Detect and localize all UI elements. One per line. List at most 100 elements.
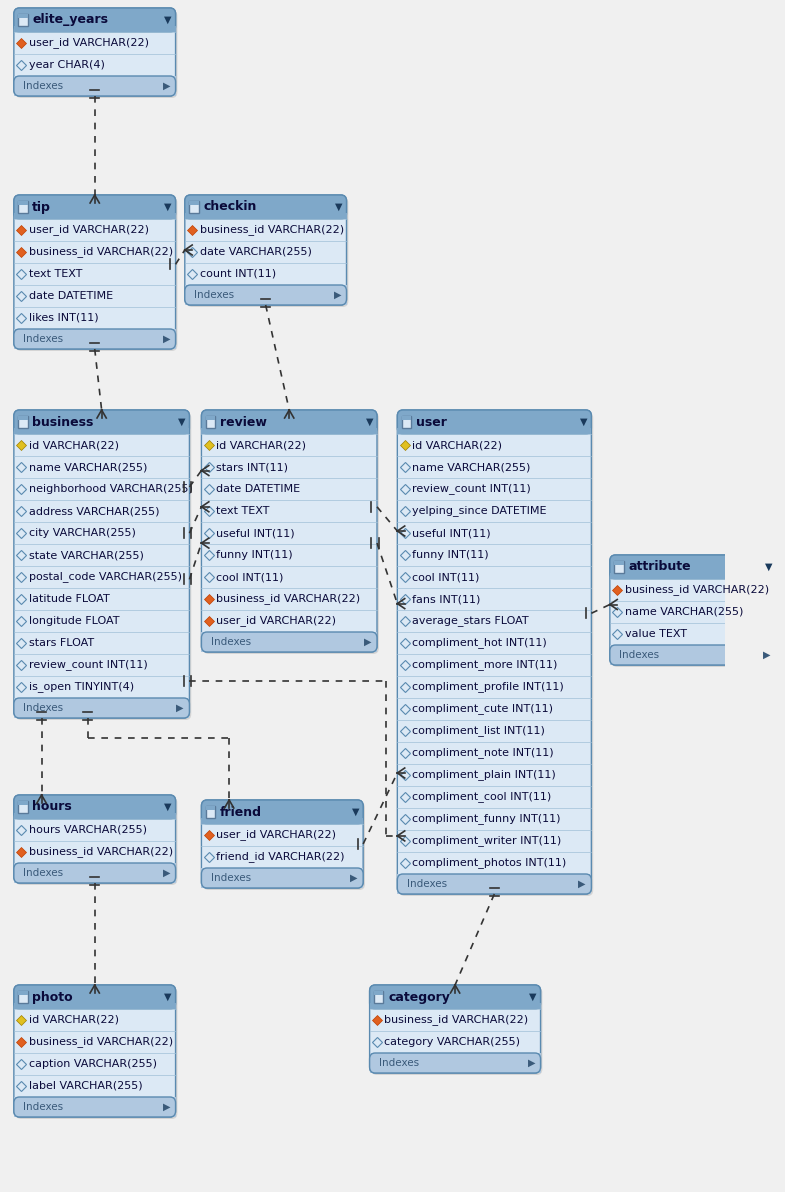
FancyBboxPatch shape xyxy=(14,985,176,1117)
Bar xyxy=(14,1002,176,1008)
Text: Indexes: Indexes xyxy=(23,1101,64,1112)
FancyBboxPatch shape xyxy=(397,874,591,894)
Bar xyxy=(189,201,199,213)
Text: stars INT(11): stars INT(11) xyxy=(216,462,288,472)
Bar xyxy=(402,416,411,428)
Text: date DATETIME: date DATETIME xyxy=(28,291,113,302)
Text: longitude FLOAT: longitude FLOAT xyxy=(28,616,119,626)
Text: cool INT(11): cool INT(11) xyxy=(216,572,283,582)
Text: compliment_photos INT(11): compliment_photos INT(11) xyxy=(412,857,566,869)
FancyBboxPatch shape xyxy=(202,800,363,888)
Text: name VARCHAR(255): name VARCHAR(255) xyxy=(625,607,743,617)
Text: funny INT(11): funny INT(11) xyxy=(412,550,489,560)
Text: compliment_profile INT(11): compliment_profile INT(11) xyxy=(412,682,564,693)
Bar xyxy=(189,201,199,205)
Bar xyxy=(206,416,215,420)
Text: id VARCHAR(22): id VARCHAR(22) xyxy=(216,440,306,451)
FancyBboxPatch shape xyxy=(202,410,377,652)
Text: business_id VARCHAR(22): business_id VARCHAR(22) xyxy=(625,584,769,596)
FancyBboxPatch shape xyxy=(16,10,177,98)
Text: average_stars FLOAT: average_stars FLOAT xyxy=(412,615,529,627)
Bar xyxy=(19,416,27,420)
Text: ▶: ▶ xyxy=(334,290,341,300)
Text: name VARCHAR(255): name VARCHAR(255) xyxy=(28,462,147,472)
Text: latitude FLOAT: latitude FLOAT xyxy=(28,594,109,604)
Text: review_count INT(11): review_count INT(11) xyxy=(412,484,531,495)
Text: compliment_more INT(11): compliment_more INT(11) xyxy=(412,659,557,670)
FancyBboxPatch shape xyxy=(371,987,542,1075)
Text: useful INT(11): useful INT(11) xyxy=(412,528,491,538)
FancyBboxPatch shape xyxy=(370,985,541,1073)
FancyBboxPatch shape xyxy=(14,795,176,819)
Text: ▶: ▶ xyxy=(177,703,184,713)
Text: stars FLOAT: stars FLOAT xyxy=(28,638,93,648)
Text: review: review xyxy=(220,416,267,428)
Text: friend: friend xyxy=(220,806,262,819)
Text: photo: photo xyxy=(32,991,73,1004)
Bar xyxy=(14,213,176,219)
FancyBboxPatch shape xyxy=(14,699,189,718)
FancyBboxPatch shape xyxy=(16,797,177,884)
FancyBboxPatch shape xyxy=(397,410,591,434)
Text: compliment_writer INT(11): compliment_writer INT(11) xyxy=(412,836,561,846)
FancyBboxPatch shape xyxy=(184,195,346,219)
Text: fans INT(11): fans INT(11) xyxy=(412,594,480,604)
Text: compliment_plain INT(11): compliment_plain INT(11) xyxy=(412,770,556,781)
Bar xyxy=(184,213,346,219)
Bar xyxy=(610,573,776,579)
Bar xyxy=(206,806,215,811)
Text: ▼: ▼ xyxy=(164,15,172,25)
Text: useful INT(11): useful INT(11) xyxy=(216,528,295,538)
Text: attribute: attribute xyxy=(628,560,691,573)
Text: compliment_note INT(11): compliment_note INT(11) xyxy=(412,747,553,758)
FancyBboxPatch shape xyxy=(184,285,346,305)
Bar xyxy=(615,561,624,573)
Text: Indexes: Indexes xyxy=(210,873,250,883)
Text: label VARCHAR(255): label VARCHAR(255) xyxy=(28,1081,142,1091)
Text: checkin: checkin xyxy=(203,200,257,213)
Text: business_id VARCHAR(22): business_id VARCHAR(22) xyxy=(28,1037,173,1048)
Bar xyxy=(19,991,27,1002)
FancyBboxPatch shape xyxy=(203,412,379,654)
Text: Indexes: Indexes xyxy=(23,703,64,713)
Text: ▼: ▼ xyxy=(580,417,588,427)
FancyBboxPatch shape xyxy=(202,800,363,824)
Bar xyxy=(14,76,176,97)
Text: business_id VARCHAR(22): business_id VARCHAR(22) xyxy=(28,846,173,857)
FancyBboxPatch shape xyxy=(14,863,176,883)
Bar xyxy=(184,285,346,305)
Bar xyxy=(14,428,189,434)
Bar xyxy=(19,416,27,428)
FancyBboxPatch shape xyxy=(202,632,377,652)
FancyBboxPatch shape xyxy=(14,8,176,97)
Bar xyxy=(19,201,27,213)
Text: business_id VARCHAR(22): business_id VARCHAR(22) xyxy=(216,594,360,604)
Text: caption VARCHAR(255): caption VARCHAR(255) xyxy=(28,1058,157,1069)
Text: tip: tip xyxy=(32,200,51,213)
FancyBboxPatch shape xyxy=(14,795,176,883)
Text: Indexes: Indexes xyxy=(619,650,659,660)
Bar xyxy=(19,801,27,805)
FancyBboxPatch shape xyxy=(16,197,177,350)
Text: compliment_cool INT(11): compliment_cool INT(11) xyxy=(412,791,551,802)
Text: id VARCHAR(22): id VARCHAR(22) xyxy=(28,440,119,451)
Bar xyxy=(14,813,176,819)
FancyBboxPatch shape xyxy=(612,557,778,668)
Text: Indexes: Indexes xyxy=(23,334,64,344)
Text: ▼: ▼ xyxy=(335,201,343,212)
Text: address VARCHAR(255): address VARCHAR(255) xyxy=(28,505,159,516)
Text: ▶: ▶ xyxy=(579,879,586,889)
Text: id VARCHAR(22): id VARCHAR(22) xyxy=(28,1016,119,1025)
Text: ▼: ▼ xyxy=(352,807,360,817)
Text: business_id VARCHAR(22): business_id VARCHAR(22) xyxy=(385,1014,528,1025)
FancyBboxPatch shape xyxy=(14,76,176,97)
FancyBboxPatch shape xyxy=(202,868,363,888)
FancyBboxPatch shape xyxy=(187,197,349,308)
Text: is_open TINYINT(4): is_open TINYINT(4) xyxy=(28,682,133,693)
Text: Indexes: Indexes xyxy=(23,868,64,879)
Text: business: business xyxy=(32,416,93,428)
Text: business_id VARCHAR(22): business_id VARCHAR(22) xyxy=(28,247,173,257)
Text: ▼: ▼ xyxy=(765,561,772,572)
Text: year CHAR(4): year CHAR(4) xyxy=(28,60,104,70)
Text: state VARCHAR(255): state VARCHAR(255) xyxy=(28,550,144,560)
